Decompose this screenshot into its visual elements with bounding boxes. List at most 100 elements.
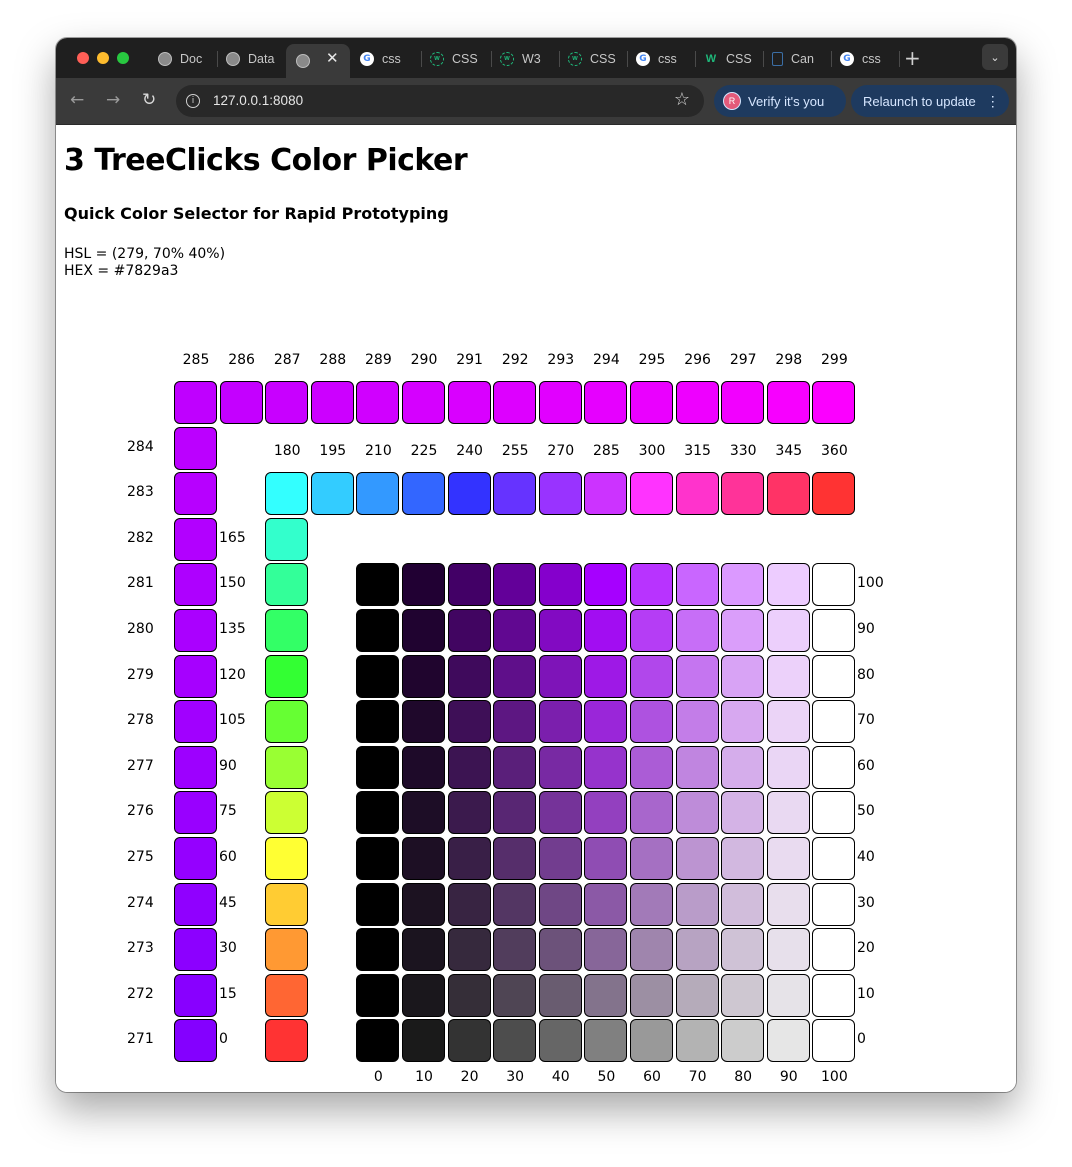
sat-light-swatch[interactable]	[447, 928, 491, 972]
sat-light-swatch[interactable]	[493, 882, 537, 926]
browser-tab[interactable]: w W3	[496, 45, 560, 72]
sat-light-swatch[interactable]	[812, 837, 856, 880]
sat-light-swatch[interactable]	[493, 837, 537, 880]
sat-light-swatch[interactable]	[356, 700, 400, 744]
minimize-window-button[interactable]	[97, 52, 109, 64]
site-info-icon[interactable]: i	[186, 94, 200, 108]
sat-light-swatch[interactable]	[721, 609, 765, 652]
sat-light-swatch[interactable]	[538, 609, 582, 652]
sat-light-swatch[interactable]	[721, 1019, 765, 1063]
sat-light-swatch[interactable]	[721, 745, 765, 789]
sat-light-swatch[interactable]	[447, 563, 491, 607]
sat-light-swatch[interactable]	[447, 745, 491, 789]
sat-light-swatch[interactable]	[493, 1019, 537, 1063]
sat-light-swatch[interactable]	[721, 700, 765, 744]
sat-light-swatch[interactable]	[584, 654, 628, 698]
fine-hue-swatch[interactable]	[174, 882, 217, 926]
sat-light-swatch[interactable]	[493, 973, 537, 1017]
sat-light-swatch[interactable]	[356, 791, 400, 835]
sat-light-swatch[interactable]	[356, 928, 400, 972]
sat-light-swatch[interactable]	[584, 928, 628, 972]
coarse-hue-swatch[interactable]	[675, 472, 719, 516]
sat-light-swatch[interactable]	[402, 837, 445, 880]
coarse-hue-swatch[interactable]	[265, 654, 309, 698]
sat-light-swatch[interactable]	[493, 745, 537, 789]
coarse-hue-swatch[interactable]	[265, 563, 309, 607]
fine-hue-swatch[interactable]	[174, 381, 217, 424]
sat-light-swatch[interactable]	[812, 563, 856, 607]
sat-light-swatch[interactable]	[766, 745, 810, 789]
sat-light-swatch[interactable]	[630, 973, 673, 1017]
sat-light-swatch[interactable]	[356, 1019, 400, 1063]
fine-hue-swatch[interactable]	[812, 381, 856, 424]
more-menu-icon[interactable]: ⋮	[985, 92, 1000, 109]
fine-hue-swatch[interactable]	[174, 700, 217, 744]
coarse-hue-swatch[interactable]	[356, 472, 400, 516]
coarse-hue-swatch[interactable]	[538, 472, 582, 516]
sat-light-swatch[interactable]	[584, 745, 628, 789]
browser-tab[interactable]: W CSS	[700, 45, 764, 72]
fine-hue-swatch[interactable]	[174, 791, 217, 835]
sat-light-swatch[interactable]	[721, 928, 765, 972]
forward-arrow-icon[interactable]: →	[106, 90, 121, 110]
fine-hue-swatch[interactable]	[174, 563, 217, 607]
sat-light-swatch[interactable]	[584, 609, 628, 652]
fine-hue-swatch[interactable]	[174, 654, 217, 698]
coarse-hue-swatch[interactable]	[265, 973, 309, 1017]
sat-light-swatch[interactable]	[630, 928, 673, 972]
sat-light-swatch[interactable]	[812, 973, 856, 1017]
bookmark-star-icon[interactable]: ☆	[673, 89, 690, 110]
sat-light-swatch[interactable]	[675, 609, 719, 652]
fine-hue-swatch[interactable]	[174, 973, 217, 1017]
sat-light-swatch[interactable]	[630, 745, 673, 789]
sat-light-swatch[interactable]	[766, 700, 810, 744]
sat-light-swatch[interactable]	[356, 882, 400, 926]
sat-light-swatch[interactable]	[538, 654, 582, 698]
sat-light-swatch[interactable]	[493, 700, 537, 744]
sat-light-swatch[interactable]	[538, 700, 582, 744]
coarse-hue-swatch[interactable]	[812, 472, 856, 516]
sat-light-swatch[interactable]	[675, 791, 719, 835]
sat-light-swatch[interactable]	[447, 1019, 491, 1063]
fine-hue-swatch[interactable]	[174, 928, 217, 972]
sat-light-swatch[interactable]	[402, 745, 445, 789]
sat-light-swatch[interactable]	[584, 882, 628, 926]
sat-light-swatch[interactable]	[675, 928, 719, 972]
fine-hue-swatch[interactable]	[402, 381, 445, 424]
new-tab-button[interactable]: +	[904, 46, 921, 70]
browser-tab[interactable]: Can	[768, 45, 832, 72]
fine-hue-swatch[interactable]	[174, 745, 217, 789]
sat-light-swatch[interactable]	[493, 791, 537, 835]
sat-light-swatch[interactable]	[675, 837, 719, 880]
relaunch-button[interactable]: Relaunch to update ⋮	[851, 85, 1009, 117]
sat-light-swatch[interactable]	[766, 882, 810, 926]
sat-light-swatch[interactable]	[630, 609, 673, 652]
sat-light-swatch[interactable]	[812, 654, 856, 698]
sat-light-swatch[interactable]	[766, 791, 810, 835]
sat-light-swatch[interactable]	[538, 1019, 582, 1063]
coarse-hue-swatch[interactable]	[265, 928, 309, 972]
sat-light-swatch[interactable]	[538, 882, 582, 926]
sat-light-swatch[interactable]	[630, 700, 673, 744]
sat-light-swatch[interactable]	[584, 791, 628, 835]
sat-light-swatch[interactable]	[721, 654, 765, 698]
coarse-hue-swatch[interactable]	[493, 472, 537, 516]
sat-light-swatch[interactable]	[402, 1019, 445, 1063]
coarse-hue-swatch[interactable]	[265, 700, 309, 744]
sat-light-swatch[interactable]	[675, 563, 719, 607]
sat-light-swatch[interactable]	[356, 654, 400, 698]
sat-light-swatch[interactable]	[402, 609, 445, 652]
coarse-hue-swatch[interactable]	[402, 472, 445, 516]
sat-light-swatch[interactable]	[356, 563, 400, 607]
sat-light-swatch[interactable]	[766, 1019, 810, 1063]
sat-light-swatch[interactable]	[447, 609, 491, 652]
fine-hue-swatch[interactable]	[356, 381, 400, 424]
fine-hue-swatch[interactable]	[630, 381, 673, 424]
fine-hue-swatch[interactable]	[174, 426, 217, 470]
coarse-hue-swatch[interactable]	[265, 791, 309, 835]
sat-light-swatch[interactable]	[766, 563, 810, 607]
fine-hue-swatch[interactable]	[310, 381, 354, 424]
coarse-hue-swatch[interactable]	[265, 745, 309, 789]
sat-light-swatch[interactable]	[538, 791, 582, 835]
